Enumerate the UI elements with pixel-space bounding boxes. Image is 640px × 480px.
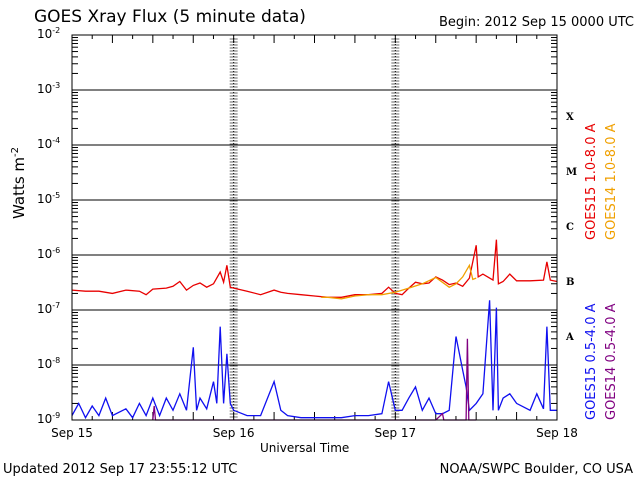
y-tick-exponent: -3 (52, 81, 61, 90)
y-tick-exponent: -7 (52, 301, 61, 310)
y-tick-label: 10-5 (37, 191, 60, 206)
chart-title: GOES Xray Flux (5 minute data) (34, 7, 306, 27)
flare-class-a: A (566, 331, 574, 343)
grid-layer (72, 34, 557, 421)
y-tick-exponent: -4 (52, 136, 61, 145)
x-axis-label: Universal Time (260, 441, 350, 455)
series-line-1 (321, 263, 477, 300)
legend-entry-0: GOES15 1.0-8.0 A (584, 123, 599, 240)
x-tick-label: Sep 17 (374, 426, 417, 440)
y-tick-label: 10-9 (37, 411, 60, 426)
y-tick-label: 10-8 (37, 356, 60, 371)
updated-timestamp: Updated 2012 Sep 17 23:55:12 UTC (3, 462, 238, 477)
y-tick-base: 10 (37, 192, 53, 206)
y-tick-exponent: -6 (52, 246, 61, 255)
series-line-0 (71, 239, 558, 298)
y-axis-label-exponent: -2 (10, 146, 21, 157)
flare-class-b: B (566, 276, 575, 288)
y-tick-label: 10-4 (37, 136, 60, 151)
legend-entry-3: GOES14 0.5-4.0 A (604, 303, 619, 420)
y-tick-exponent: -9 (52, 411, 61, 420)
y-tick-exponent: -8 (52, 356, 61, 365)
flare-class-x: X (566, 111, 574, 123)
plot-frame (71, 34, 558, 421)
y-axis-label-text: Watts m (10, 156, 28, 219)
y-tick-base: 10 (37, 137, 53, 151)
y-tick-base: 10 (37, 82, 53, 96)
y-tick-base: 10 (37, 357, 53, 371)
y-tick-exponent: -2 (52, 26, 61, 35)
x-tick-label: Sep 15 (51, 426, 93, 440)
y-tick-label: 10-6 (37, 246, 60, 261)
legend-entry-2: GOES15 0.5-4.0 A (584, 303, 599, 420)
y-tick-label: 10-2 (37, 26, 60, 41)
series-line-3 (152, 338, 477, 421)
y-tick-exponent: -5 (52, 191, 61, 200)
x-tick-label: Sep 18 (536, 426, 578, 440)
flare-class-m: M (566, 166, 578, 178)
begin-time: Begin: 2012 Sep 15 0000 UTC (438, 15, 634, 30)
y-tick-base: 10 (37, 412, 53, 426)
y-tick-label: 10-7 (37, 301, 60, 316)
legend-entry-1: GOES14 1.0-8.0 A (604, 123, 619, 240)
x-tick-label: Sep 16 (212, 426, 255, 440)
y-tick-base: 10 (37, 27, 53, 41)
y-tick-base: 10 (37, 247, 53, 261)
y-axis-label: Watts m-2 (10, 147, 28, 219)
series-layer (71, 239, 558, 421)
credit-text: NOAA/SWPC Boulder, CO USA (439, 462, 633, 477)
flare-class-c: C (566, 221, 574, 233)
y-tick-label: 10-3 (37, 81, 60, 96)
y-tick-base: 10 (37, 302, 53, 316)
series-line-2 (71, 300, 557, 420)
